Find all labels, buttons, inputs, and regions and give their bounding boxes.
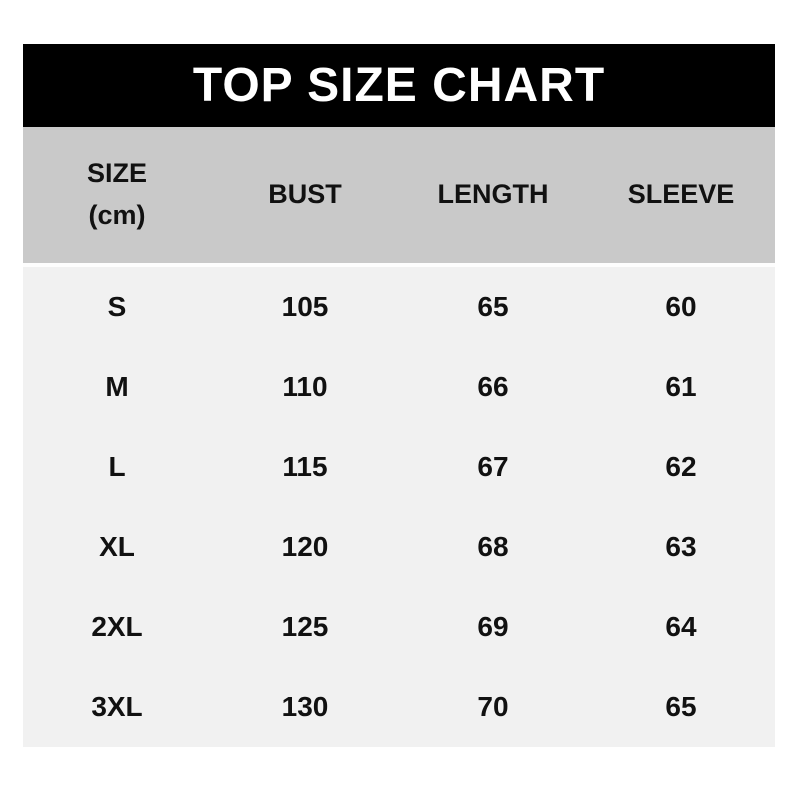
column-header-length: LENGTH <box>437 179 549 210</box>
bust-cell: 110 <box>282 371 328 402</box>
unit-label: (cm) <box>88 200 146 230</box>
size-cell: 2XL <box>91 611 143 642</box>
bust-cell: 125 <box>281 611 329 642</box>
page-title: TOP SIZE CHART <box>192 59 606 112</box>
length-cell: 66 <box>477 371 509 402</box>
column-header-size: SIZE (cm) <box>23 153 211 237</box>
length-cell: 69 <box>477 611 509 642</box>
column-header-size-label: SIZE <box>86 158 147 189</box>
length-cell: 70 <box>477 691 509 722</box>
table-row: L 115 67 62 <box>23 427 775 507</box>
column-header-bust: BUST <box>268 179 342 210</box>
table-row: M 110 66 61 <box>23 347 775 427</box>
size-cell: L <box>108 451 126 482</box>
size-cell: XL <box>99 531 135 562</box>
title-bar: TOP SIZE CHART <box>23 44 775 127</box>
bust-cell: 105 <box>281 291 329 322</box>
sleeve-cell: 62 <box>665 451 697 482</box>
size-cell: M <box>105 371 129 402</box>
header-body-divider <box>23 263 775 267</box>
table-body: S 105 65 60 M 110 66 61 L 115 67 62 XL 1… <box>23 267 775 747</box>
size-chart-table: TOP SIZE CHART SIZE (cm) BUST LENGTH SLE… <box>23 44 775 747</box>
sleeve-cell: 65 <box>665 691 697 722</box>
sleeve-cell: 61 <box>665 371 697 402</box>
bust-cell: 115 <box>282 451 328 482</box>
bust-cell: 130 <box>281 691 329 722</box>
table-row: 2XL 125 69 64 <box>23 587 775 667</box>
table-row: XL 120 68 63 <box>23 507 775 587</box>
table-header-row: SIZE (cm) BUST LENGTH SLEEVE <box>23 127 775 263</box>
column-header-sleeve: SLEEVE <box>627 179 735 210</box>
sleeve-cell: 64 <box>665 611 697 642</box>
table-row: S 105 65 60 <box>23 267 775 347</box>
sleeve-cell: 63 <box>665 531 697 562</box>
sleeve-cell: 60 <box>665 291 697 322</box>
size-cell: 3XL <box>91 691 143 722</box>
length-cell: 65 <box>477 291 509 322</box>
table-row: 3XL 130 70 65 <box>23 667 775 747</box>
bust-cell: 120 <box>281 531 329 562</box>
length-cell: 67 <box>477 451 509 482</box>
length-cell: 68 <box>477 531 509 562</box>
size-cell: S <box>107 291 127 322</box>
